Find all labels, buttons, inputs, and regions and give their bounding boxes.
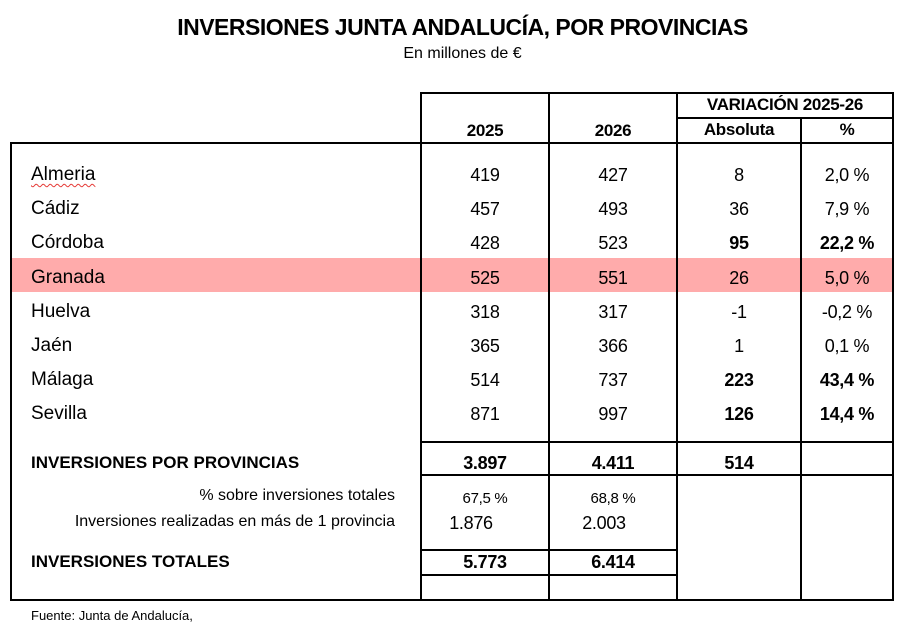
value-2025: 419 [470,165,500,185]
variation-absolute: 1 [734,336,744,356]
variation-percent: 0,1 % [824,336,870,356]
variation-absolute: -1 [731,301,747,322]
value-2025: 457 [470,199,500,220]
value-2026: 427 [598,165,628,185]
multi-province-2025: 1.876 [449,513,493,533]
variation-percent: 22,2 % [819,233,875,254]
value-2026: 317 [598,301,628,322]
value-2025: 525 [470,267,500,288]
variation-absolute: 8 [734,165,744,185]
by-province-2026: 4.411 [591,453,635,473]
by-province-label: INVERSIONES POR PROVINCIAS [31,453,300,472]
column-header-2025: 2025 [466,121,504,140]
variation-percent: -0,2 % [821,301,873,322]
multi-province-label: Inversiones realizadas en más de 1 provi… [74,513,395,530]
value-2026: 737 [598,370,628,391]
variation-absolute: 26 [729,267,749,288]
variation-percent: 14,4 % [819,404,875,425]
share-2026: 68,8 % [590,490,636,507]
value-2025: 514 [470,370,500,391]
value-2026: 551 [598,267,628,288]
value-2026: 523 [598,233,628,254]
province-name: Málaga [31,369,94,391]
variation-absolute: 36 [729,199,749,220]
province-name: Sevilla [31,403,87,425]
variation-absolute: 95 [729,233,749,254]
page-subtitle: En millones de € [403,45,522,62]
variation-percent: 7,9 % [824,199,870,220]
column-header-2026: 2026 [594,121,632,140]
value-2025: 318 [470,301,500,322]
variation-percent: 2,0 % [824,165,870,185]
page-title: INVERSIONES JUNTA ANDALUCÍA, POR PROVINC… [177,14,748,40]
province-name: Cádiz [31,198,80,220]
variation-percent: 43,4 % [819,370,875,391]
value-2026: 366 [598,336,628,356]
value-2025: 871 [470,404,500,425]
multi-province-2026: 2.003 [582,513,626,533]
column-header-variation: VARIACIÓN 2025-26 [706,95,864,114]
share-label: % sobre inversiones totales [199,487,395,504]
province-name: Jaén [31,335,73,356]
province-name: Huelva [31,300,91,322]
value-2026: 997 [598,404,628,425]
province-name: Granada [31,266,105,288]
province-name: Córdoba [31,232,104,254]
variation-percent: 5,0 % [824,267,870,288]
by-province-absolute: 514 [724,453,754,473]
totals-2025: 5.773 [463,552,507,572]
variation-absolute: 223 [724,370,754,391]
share-2025: 67,5 % [462,490,508,507]
highlight-row-granada [12,258,892,292]
value-2026: 493 [598,199,628,220]
column-header-percent: % [839,120,855,139]
column-header-absolute: Absoluta [703,120,775,139]
value-2025: 428 [470,233,500,254]
variation-absolute: 126 [724,404,754,425]
value-2025: 365 [470,336,500,356]
source-note: Fuente: Junta de Andalucía, [31,608,193,623]
totals-2026: 6.414 [591,552,635,572]
by-province-2025: 3.897 [463,453,507,473]
province-name: Almeria [31,164,96,185]
totals-label: INVERSIONES TOTALES [31,552,230,571]
